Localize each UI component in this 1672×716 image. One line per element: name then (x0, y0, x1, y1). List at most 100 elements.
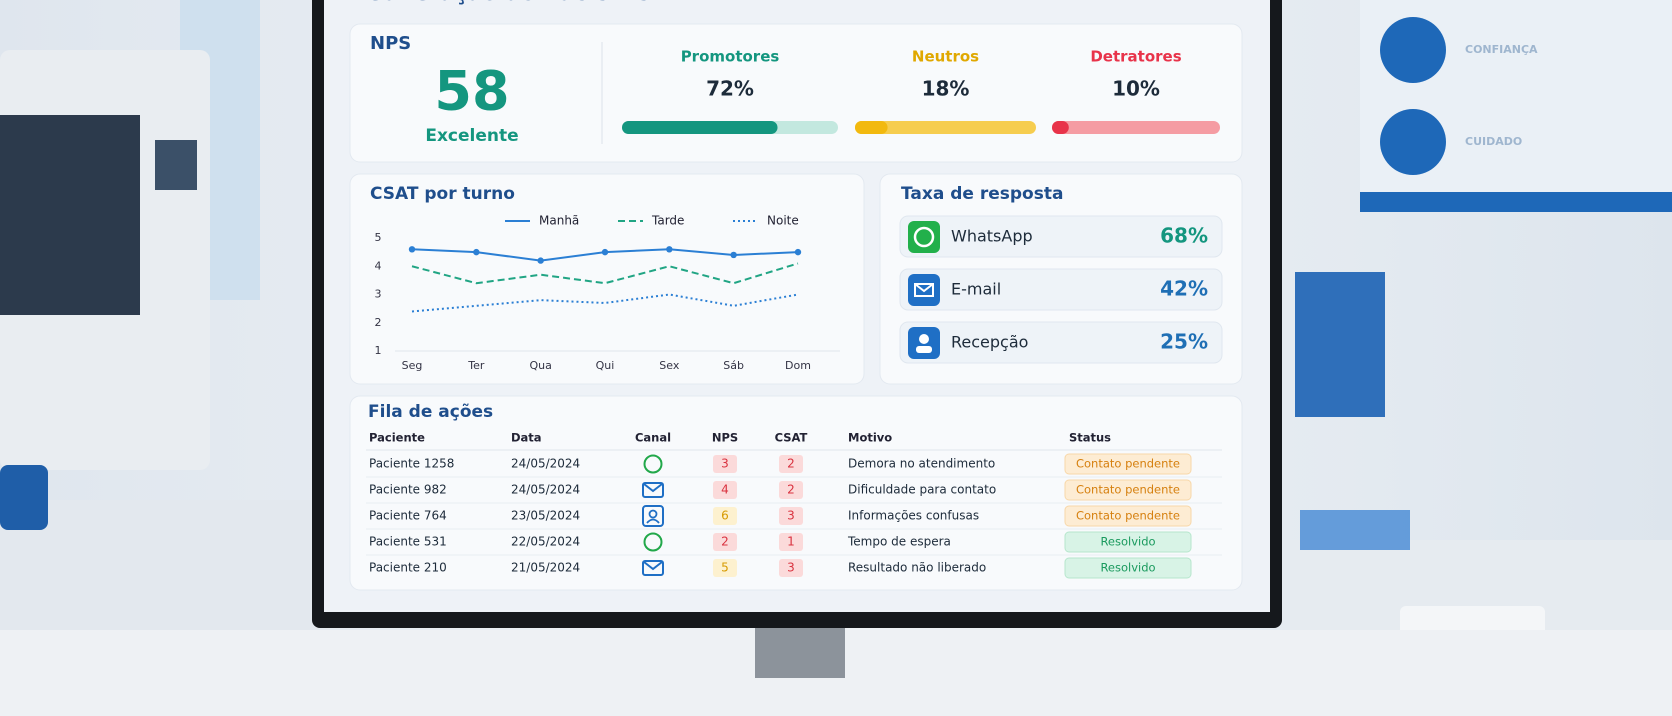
nps-rating: Excelente (425, 126, 518, 146)
patient: Paciente 764 (369, 509, 447, 523)
score-badge (713, 481, 737, 499)
icon-glyph (643, 483, 663, 493)
group-share: 18% (922, 77, 970, 101)
icon-glyph (643, 561, 663, 571)
score: 5 (721, 561, 729, 575)
channel-rate: 68% (1160, 224, 1208, 248)
bar-fill (855, 121, 888, 134)
patient: Paciente 210 (369, 561, 447, 575)
date: 24/05/2024 (511, 483, 580, 497)
point (473, 248, 480, 256)
score-badge (713, 507, 737, 525)
legend-label: Noite (767, 214, 799, 228)
channel-rate: 42% (1160, 277, 1208, 301)
score: 2 (787, 483, 795, 497)
status: Contato pendente (1076, 483, 1180, 497)
channel-row (899, 321, 1223, 364)
dashboard: Satisfação do Paciente NPS 58 Excelente Prom… (349, 0, 1243, 591)
status-pill (1064, 557, 1192, 579)
group-share: 10% (1112, 77, 1160, 101)
column-header: Status (1069, 431, 1111, 445)
tube-rack (1300, 510, 1410, 550)
score-badge (779, 481, 803, 499)
binders (1295, 272, 1385, 417)
card (349, 173, 865, 385)
column-header: CSAT (775, 431, 808, 445)
y-tick-label: 5 (375, 231, 382, 244)
response-title: Taxa de resposta (901, 184, 1063, 204)
icon-glyph (646, 518, 660, 524)
point (601, 248, 609, 256)
y-tick-label: 1 (375, 344, 382, 357)
channel-name: Recepção (951, 333, 1028, 352)
score: 4 (721, 483, 729, 497)
score: 3 (787, 509, 795, 523)
sign-band (1360, 192, 1672, 212)
channel-row (899, 215, 1223, 258)
bar-track (855, 121, 1036, 134)
score: 1 (787, 535, 795, 549)
bottle (0, 465, 48, 530)
score: 3 (721, 457, 729, 471)
cabinet (0, 500, 330, 630)
icon-glyph (914, 283, 934, 293)
status: Contato pendente (1076, 509, 1180, 523)
score-badge (779, 533, 803, 551)
score-badge (779, 559, 803, 577)
point (794, 248, 802, 256)
status: Resolvido (1100, 561, 1155, 575)
point (408, 246, 416, 253)
line-series (411, 262, 799, 285)
score-badge (779, 507, 803, 525)
status-pill (1064, 505, 1192, 527)
date: 23/05/2024 (511, 509, 580, 523)
channel-rate: 25% (1160, 330, 1208, 354)
icon-glyph (919, 334, 929, 344)
icon-glyph (914, 283, 934, 297)
sign-icon (1380, 17, 1446, 83)
sign-icon (1380, 109, 1446, 175)
group-name: Neutros (912, 48, 979, 66)
status-pill (1064, 479, 1192, 501)
date: 22/05/2024 (511, 535, 580, 549)
date: 21/05/2024 (511, 561, 580, 575)
table-title: Fila de ações (368, 402, 493, 422)
status-pill (1064, 453, 1192, 475)
reason: Dificuldade para contato (848, 483, 996, 497)
legend-label: Manhã (539, 214, 579, 228)
x-tick-label: Qua (529, 359, 551, 372)
page-title: Satisfação do Paciente (368, 0, 650, 6)
machine-window (0, 115, 140, 315)
column-header: Data (511, 431, 542, 445)
status: Contato pendente (1076, 457, 1180, 471)
icon-glyph (916, 346, 932, 353)
y-tick-label: 2 (375, 316, 382, 329)
wall-sign-text: CONFIANÇA (1465, 43, 1538, 56)
x-tick-label: Sex (659, 359, 680, 372)
table-icon (642, 505, 664, 527)
icon-glyph (648, 509, 658, 519)
reason: Resultado não liberado (848, 561, 986, 575)
score: 2 (721, 535, 729, 549)
nps-label: NPS (370, 33, 411, 54)
column-header: Canal (635, 431, 671, 445)
nps-score: 58 (434, 60, 509, 123)
status-pill (1064, 531, 1192, 553)
icon-glyph (642, 505, 664, 527)
x-tick-label: Seg (402, 359, 423, 372)
score-badge (713, 559, 737, 577)
status: Resolvido (1100, 535, 1155, 549)
group-name: Detratores (1090, 48, 1181, 66)
table-icon (643, 532, 663, 552)
x-tick-label: Dom (785, 359, 811, 372)
y-tick-label: 3 (375, 288, 382, 301)
icon-glyph (642, 560, 664, 576)
icon-glyph (643, 532, 663, 552)
table-icon (643, 454, 663, 474)
icon-glyph (642, 482, 664, 498)
machine-screen (155, 140, 197, 190)
date: 24/05/2024 (511, 457, 580, 471)
score-badge (713, 533, 737, 551)
point (537, 257, 544, 264)
x-tick-label: Sáb (723, 359, 744, 372)
